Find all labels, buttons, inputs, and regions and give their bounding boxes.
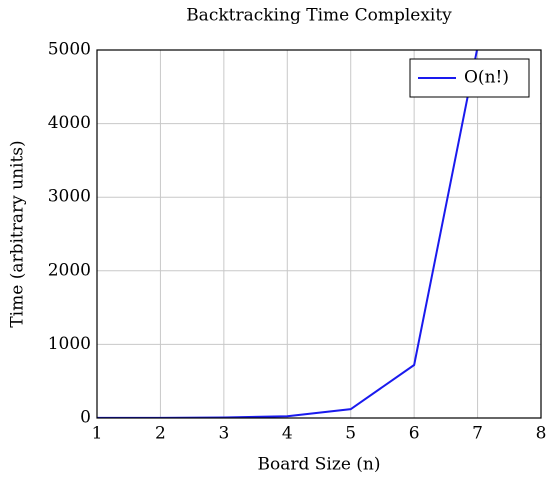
axes-frame: [96, 49, 542, 419]
overlay: O(n!): [409, 58, 530, 98]
x-tick-label: 8: [536, 424, 547, 444]
x-tick-label: 1: [92, 424, 103, 444]
x-tick-label: 7: [472, 424, 483, 444]
y-tick-label: 4000: [48, 113, 91, 133]
x-tick-label: 4: [282, 424, 293, 444]
x-tick-label: 2: [155, 424, 166, 444]
grid: [96, 49, 542, 419]
x-axis-label: Board Size (n): [258, 455, 381, 475]
y-axis-label: Time (arbitrary units): [8, 140, 28, 327]
y-tick-label: 0: [80, 408, 91, 428]
chart-title: Backtracking Time Complexity: [186, 6, 452, 26]
y-tick-label: 1000: [48, 334, 91, 354]
x-tick-label: 3: [218, 424, 229, 444]
x-tick-label: 6: [409, 424, 420, 444]
y-tick-label: 5000: [48, 40, 91, 60]
legend-label: O(n!): [464, 68, 509, 88]
y-tick-label: 2000: [48, 260, 91, 280]
x-tick-label: 5: [345, 424, 356, 444]
y-tick-label: 3000: [48, 187, 91, 207]
